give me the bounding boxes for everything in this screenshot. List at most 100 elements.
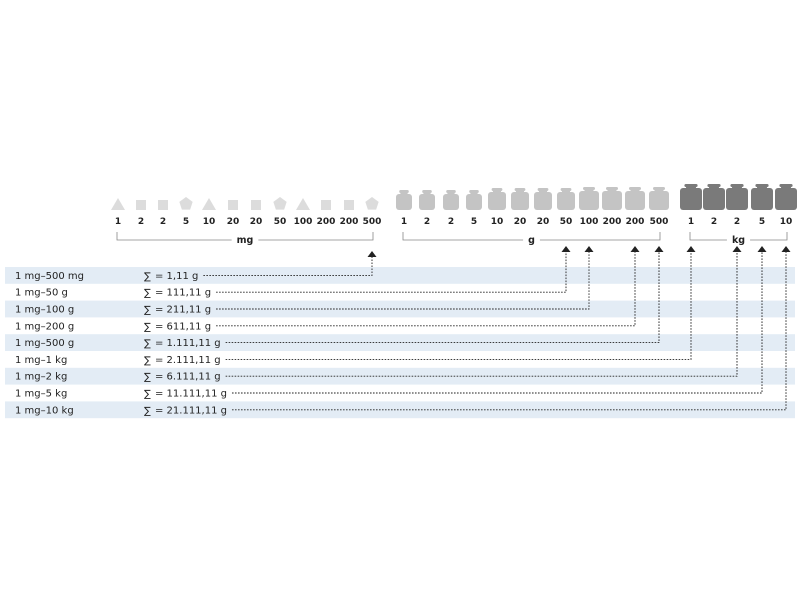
weight-value-label: 5 (183, 217, 189, 227)
square-weight-icon (251, 200, 261, 210)
square-weight-icon (228, 200, 238, 210)
sum-value: = 21.111,11 g (155, 405, 227, 416)
cylinder-weight-icon (602, 191, 622, 210)
cylinder-weight-icon (396, 194, 412, 210)
range-label: 1 mg–500 g (15, 338, 74, 349)
weight-value-label: 20 (250, 217, 263, 227)
sum-value: = 611,11 g (155, 321, 211, 332)
weight-value-label: 100 (294, 217, 313, 227)
weight-value-label: 1 (115, 217, 121, 227)
sum-value: = 211,11 g (155, 305, 211, 316)
triangle-weight-icon (111, 198, 125, 210)
sum-value: = 6.111,11 g (155, 372, 221, 383)
leader-line (225, 252, 738, 377)
cylinder-weight-icon (534, 192, 552, 210)
sum-row: 1 mg–5 kg ∑ = 11.111,11 g (15, 246, 767, 400)
weight-value-label: 20 (514, 217, 527, 227)
sum-icon: ∑ (144, 339, 151, 350)
weight-value-label: 2 (424, 217, 430, 227)
range-label: 1 mg–1 kg (15, 355, 67, 366)
sum-icon: ∑ (144, 372, 151, 383)
sum-icon: ∑ (144, 271, 151, 282)
weight-value-label: 2 (160, 217, 166, 227)
weight-value-label: 20 (537, 217, 550, 227)
weight-value-label: 200 (340, 217, 359, 227)
weight-value-label: 500 (363, 217, 382, 227)
cylinder-weight-icon (625, 191, 645, 210)
sum-value: = 1,11 g (155, 271, 198, 282)
sum-row: 1 mg–1 kg ∑ = 2.111,11 g (15, 246, 696, 366)
sum-icon: ∑ (144, 355, 151, 366)
cylinder-weight-icon (488, 192, 506, 210)
sum-row: 1 mg–200 g ∑ = 611,11 g (15, 246, 640, 333)
leader-line (231, 252, 763, 394)
cylinder-weight-icon (579, 191, 599, 210)
arrow-up-icon (367, 251, 377, 257)
weight-value-label: 5 (471, 217, 477, 227)
weight-value-label: 50 (560, 217, 573, 227)
range-label: 1 mg–2 kg (15, 372, 67, 383)
range-label: 1 mg–5 kg (15, 389, 67, 400)
weight-value-label: 5 (759, 217, 765, 227)
sum-row: 1 mg–50 g ∑ = 111,11 g (15, 246, 571, 299)
cylinder-weight-icon (466, 194, 482, 210)
weight-value-label: 2 (711, 217, 717, 227)
square-weight-icon (321, 200, 331, 210)
sum-row: 1 mg–100 g ∑ = 211,11 g (15, 246, 594, 316)
unit-label: g (528, 235, 535, 246)
sum-row: 1 mg–10 kg ∑ = 21.111,11 g (15, 246, 791, 417)
sum-value: = 11.111,11 g (155, 389, 227, 400)
cylinder-weight-icon (703, 188, 725, 210)
pentagon-weight-icon (365, 197, 379, 210)
weight-group-g: 1 2 2 5 10 20 20 50 100 200 200 500 g (396, 187, 669, 246)
weight-value-label: 200 (317, 217, 336, 227)
unit-label: mg (237, 235, 254, 246)
weight-group-kg: 1 2 2 5 10 kg (680, 184, 797, 246)
triangle-weight-icon (202, 198, 216, 210)
arrow-up-icon (561, 246, 571, 252)
weight-value-label: 200 (626, 217, 645, 227)
weight-value-label: 200 (603, 217, 622, 227)
arrow-up-icon (584, 246, 594, 252)
sum-row: 1 mg–2 kg ∑ = 6.111,11 g (15, 246, 742, 383)
arrow-up-icon (654, 246, 664, 252)
cylinder-weight-icon (680, 188, 702, 210)
range-label: 1 mg–100 g (15, 305, 74, 316)
unit-bracket (689, 232, 788, 241)
range-label: 1 mg–500 mg (15, 271, 84, 282)
sum-value: = 111,11 g (155, 288, 211, 299)
cylinder-weight-icon (775, 188, 797, 210)
unit-label: kg (732, 235, 745, 246)
arrow-up-icon (732, 246, 742, 252)
cylinder-weight-icon (419, 194, 435, 210)
arrow-up-icon (757, 246, 767, 252)
row-band (5, 267, 795, 284)
weight-value-label: 500 (650, 217, 669, 227)
sum-value: = 1.111,11 g (155, 338, 221, 349)
weight-value-label: 10 (203, 217, 216, 227)
sum-icon: ∑ (144, 389, 151, 400)
unit-bracket (116, 232, 374, 241)
sum-icon: ∑ (144, 305, 151, 316)
square-weight-icon (136, 200, 146, 210)
arrow-up-icon (630, 246, 640, 252)
weight-value-label: 1 (688, 217, 694, 227)
weight-value-label: 50 (274, 217, 287, 227)
weight-value-label: 10 (491, 217, 504, 227)
sum-row: 1 mg–500 mg ∑ = 1,11 g (15, 251, 377, 282)
weight-value-label: 10 (780, 217, 793, 227)
pentagon-weight-icon (273, 197, 287, 210)
leader-line (203, 257, 373, 276)
arrow-up-icon (686, 246, 696, 252)
range-label: 1 mg–50 g (15, 288, 68, 299)
weight-value-label: 100 (580, 217, 599, 227)
range-label: 1 mg–10 kg (15, 405, 74, 416)
cylinder-weight-icon (726, 188, 748, 210)
range-label: 1 mg–200 g (15, 321, 74, 332)
sum-row: 1 mg–500 g ∑ = 1.111,11 g (15, 246, 664, 350)
weight-value-label: 2 (138, 217, 144, 227)
unit-bracket (402, 232, 661, 241)
sum-icon: ∑ (144, 288, 151, 299)
weight-value-label: 20 (227, 217, 240, 227)
